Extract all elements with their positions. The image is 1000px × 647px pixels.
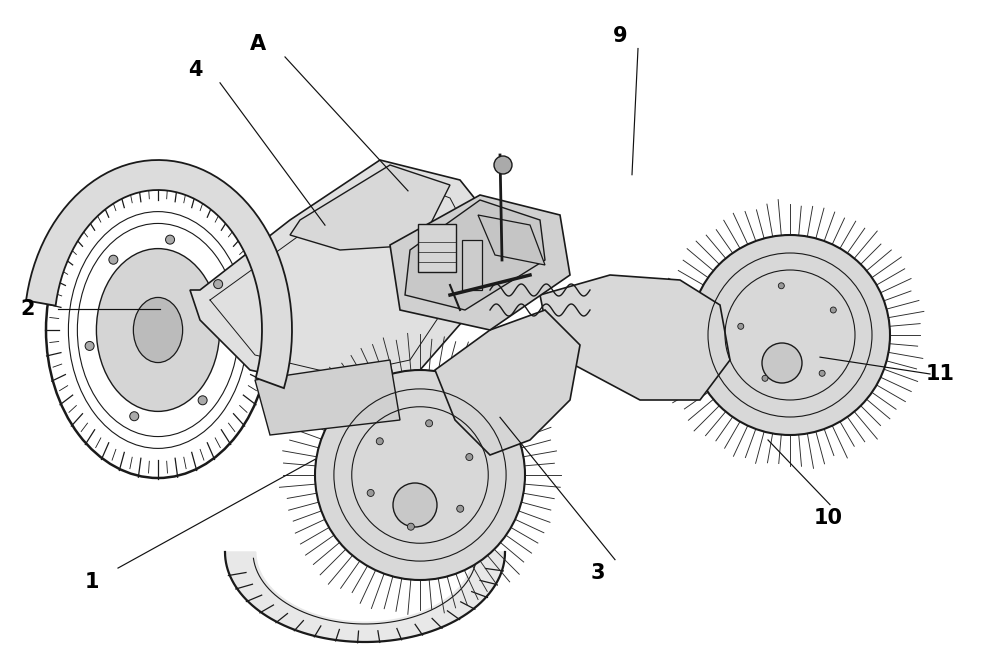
Polygon shape [435, 310, 580, 455]
Text: 11: 11 [926, 364, 954, 384]
Circle shape [367, 490, 374, 496]
Circle shape [214, 280, 223, 289]
Text: 3: 3 [591, 563, 605, 582]
Circle shape [426, 420, 433, 427]
Text: A: A [250, 34, 266, 54]
Text: 9: 9 [613, 26, 627, 45]
Circle shape [457, 505, 464, 512]
Circle shape [109, 255, 118, 264]
Polygon shape [405, 200, 545, 310]
Circle shape [130, 411, 139, 421]
FancyBboxPatch shape [462, 240, 482, 290]
Polygon shape [225, 552, 505, 642]
Text: 10: 10 [814, 508, 842, 527]
Ellipse shape [96, 248, 220, 411]
Text: 2: 2 [21, 300, 35, 319]
Polygon shape [540, 275, 730, 400]
Circle shape [762, 343, 802, 383]
Text: 1: 1 [85, 573, 99, 592]
Circle shape [393, 483, 437, 527]
Circle shape [376, 438, 383, 444]
Circle shape [830, 307, 836, 313]
Polygon shape [26, 160, 292, 388]
Polygon shape [478, 215, 545, 265]
Circle shape [85, 342, 94, 351]
Text: 4: 4 [188, 60, 202, 80]
Circle shape [466, 454, 473, 461]
Polygon shape [390, 195, 570, 330]
FancyBboxPatch shape [418, 224, 456, 272]
Circle shape [494, 156, 512, 174]
Circle shape [762, 375, 768, 381]
Circle shape [315, 370, 525, 580]
Circle shape [819, 370, 825, 377]
Circle shape [166, 235, 175, 244]
Polygon shape [290, 165, 450, 250]
Circle shape [407, 523, 414, 530]
Circle shape [738, 324, 744, 329]
Circle shape [198, 396, 207, 405]
Circle shape [690, 235, 890, 435]
Polygon shape [255, 360, 400, 435]
Ellipse shape [133, 298, 183, 362]
Polygon shape [190, 160, 500, 390]
Circle shape [778, 283, 784, 289]
